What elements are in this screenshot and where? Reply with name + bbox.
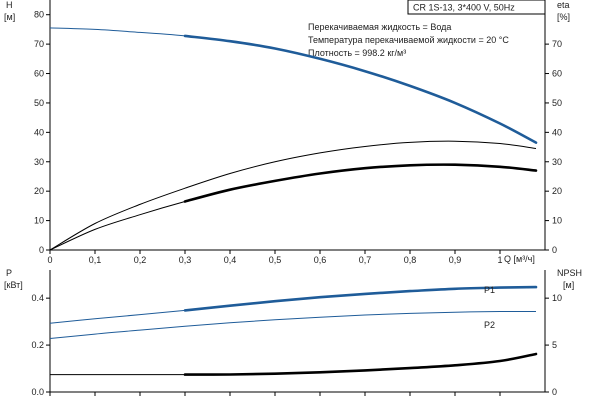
bottom-right-tick-label: 5 xyxy=(552,340,557,350)
top-right-tick-label: 30 xyxy=(552,157,562,167)
top-series-3-thick xyxy=(183,163,538,203)
x-tick-label: 0,2 xyxy=(134,255,147,265)
bottom-series-3-thick xyxy=(183,352,538,376)
top-right-tick-label: 10 xyxy=(552,216,562,226)
top-left-axis-label-line1: H xyxy=(6,0,13,10)
top-right-tick-label: 40 xyxy=(552,127,562,137)
top-left-tick-label: 20 xyxy=(34,186,44,196)
fluid-info: Перекачиваемая жидкость = Вода Температу… xyxy=(308,22,509,58)
top-left-tick-label: 40 xyxy=(34,127,44,137)
series-label-p1: P1 xyxy=(484,285,495,295)
top-right-axis-label-line1: eta xyxy=(557,0,570,10)
top-right-tick-label: 20 xyxy=(552,186,562,196)
top-left-tick-label: 80 xyxy=(34,10,44,20)
bottom-right-tick-label: 0 xyxy=(552,387,557,397)
x-tick-label: 1 xyxy=(497,255,502,265)
top-right-tick-label: 0 xyxy=(552,245,557,255)
x-tick-label: 0,9 xyxy=(449,255,462,265)
top-right-tick-label: 60 xyxy=(552,69,562,79)
top-panel: H [м] eta [%] Q [м³/ч] 01020304050607080… xyxy=(4,0,570,265)
bottom-left-tick-label: 0.0 xyxy=(31,387,44,397)
bottom-right-tick-label: 10 xyxy=(552,293,562,303)
bottom-right-axis-label-line1: NPSH xyxy=(557,268,582,278)
info-line-fluid: Перекачиваемая жидкость = Вода xyxy=(308,22,451,32)
top-left-tick-label: 10 xyxy=(34,216,44,226)
x-tick-label: 0 xyxy=(47,255,52,265)
top-series-1-thick xyxy=(183,34,538,144)
x-tick-label: 0,5 xyxy=(269,255,282,265)
x-tick-label: 0,6 xyxy=(314,255,327,265)
bottom-left-axis-label-line1: P xyxy=(6,268,12,278)
bottom-panel: P [кВт] NPSH [м] 0.0 0.2 0.4 0 5 10 P1 P2 xyxy=(4,268,582,397)
x-tick-label: 0,1 xyxy=(89,255,102,265)
series-label-p2: P2 xyxy=(484,320,495,330)
x-tick-label: 0,8 xyxy=(404,255,417,265)
info-line-density: Плотность = 998.2 кг/м³ xyxy=(308,48,406,58)
bottom-series-1-thick xyxy=(183,285,538,312)
top-left-tick-label: 50 xyxy=(34,98,44,108)
top-series-2-thin xyxy=(49,140,537,251)
top-left-tick-label: 0 xyxy=(39,245,44,255)
x-tick-label: 0,3 xyxy=(179,255,192,265)
pump-header-text: CR 1S-13, 3*400 V, 50Hz xyxy=(413,3,515,13)
x-axis-label: Q [м³/ч] xyxy=(504,254,535,264)
top-right-axis-label-line2: [%] xyxy=(557,12,570,22)
top-left-tick-label: 30 xyxy=(34,157,44,167)
x-tick-label: 0,7 xyxy=(359,255,372,265)
x-tick-label: 0,4 xyxy=(224,255,237,265)
top-left-tick-label: 60 xyxy=(34,69,44,79)
info-line-temperature: Температура перекачиваемой жидкости = 20… xyxy=(308,35,509,45)
top-left-axis-label-line2: [м] xyxy=(4,12,15,22)
bottom-left-tick-label: 0.2 xyxy=(31,340,44,350)
top-left-tick-label: 70 xyxy=(34,39,44,49)
bottom-left-axis-label-line2: [кВт] xyxy=(4,280,23,290)
bottom-right-axis-label-line2: [м] xyxy=(563,280,574,290)
top-right-tick-label: 50 xyxy=(552,98,562,108)
pump-header: CR 1S-13, 3*400 V, 50Hz xyxy=(407,0,546,15)
top-right-tick-label: 70 xyxy=(552,39,562,49)
bottom-series-2-thin xyxy=(49,310,537,339)
bottom-left-tick-label: 0.4 xyxy=(31,293,44,303)
